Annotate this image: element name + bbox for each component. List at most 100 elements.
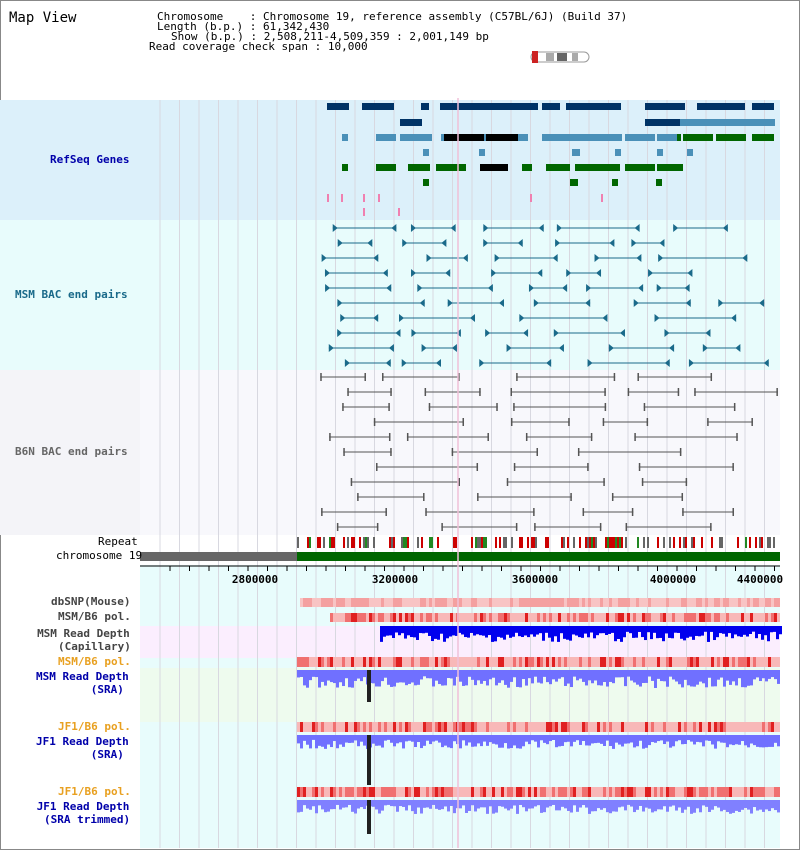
- msm-bac-track[interactable]: [321, 224, 769, 367]
- pol-cell: [381, 722, 384, 732]
- gene-block: [376, 164, 396, 171]
- bac-end-marker: [685, 478, 688, 486]
- depth-bar: [567, 735, 570, 742]
- pol-cell: [732, 657, 735, 667]
- bac-end-marker: [705, 329, 711, 337]
- depth-bar: [672, 670, 675, 680]
- bac-end-marker: [428, 403, 431, 411]
- pol-cell: [648, 598, 651, 607]
- pol-cell: [543, 787, 546, 797]
- depth-bar: [378, 800, 381, 814]
- b6n-bac-track[interactable]: [320, 373, 778, 531]
- depth-bar: [327, 735, 330, 745]
- dbsnp-label[interactable]: dbSNP(Mouse): [51, 595, 131, 608]
- jf1-b6-pol-label-2[interactable]: JF1/B6 pol.: [58, 785, 131, 798]
- depth-bar: [410, 626, 413, 638]
- msm-bac-label[interactable]: MSM BAC end pairs: [15, 288, 128, 301]
- bac-end-marker: [586, 284, 592, 292]
- depth-bar: [483, 735, 486, 742]
- depth-bar: [486, 670, 489, 686]
- depth-bar: [650, 626, 653, 640]
- jf1-b6-pol-label[interactable]: JF1/B6 pol.: [58, 720, 131, 733]
- pol-cell: [609, 722, 612, 732]
- pol-cell: [474, 787, 477, 797]
- pol-cell: [705, 657, 708, 667]
- depth-bar: [354, 735, 357, 741]
- pol-cell: [564, 722, 567, 732]
- pol-cell: [621, 598, 624, 607]
- pol-cell: [414, 722, 417, 732]
- pol-cell: [684, 722, 687, 732]
- depth-bar: [684, 800, 687, 810]
- depth-bar: [473, 626, 476, 636]
- pol-cell: [579, 657, 582, 667]
- depth-bar: [426, 800, 429, 808]
- pol-cell: [630, 598, 633, 607]
- bac-end-marker: [447, 299, 453, 307]
- depth-bar: [402, 735, 405, 749]
- bac-end-marker: [599, 523, 602, 531]
- depth-bar: [546, 670, 549, 683]
- bac-end-marker: [602, 418, 605, 426]
- bac-end-marker: [602, 314, 608, 322]
- pol-cell: [654, 787, 657, 797]
- repeat-track[interactable]: [297, 537, 775, 548]
- repeat-element: [625, 537, 627, 548]
- pol-cell: [378, 722, 381, 732]
- depth-bar: [413, 626, 416, 638]
- chromosome-ideogram[interactable]: [530, 51, 590, 63]
- depth-bar: [390, 735, 393, 743]
- depth-bar: [441, 735, 444, 748]
- jf1-read-depth-trimmed-label[interactable]: JF1 Read Depth (SRA trimmed): [36, 800, 130, 826]
- depth-bar: [504, 670, 507, 685]
- repeat-element: [521, 537, 523, 548]
- pol-cell: [423, 722, 426, 732]
- pol-cell: [327, 722, 330, 732]
- depth-bar: [684, 735, 687, 745]
- depth-bar: [600, 800, 603, 810]
- pol-cell: [498, 598, 501, 607]
- gene-block: [680, 119, 775, 126]
- depth-bar: [498, 800, 501, 807]
- repeat-element: [367, 537, 369, 548]
- msm-read-depth-sra-label[interactable]: MSM Read Depth (SRA): [36, 670, 129, 696]
- msm-read-depth-capillary-label[interactable]: MSM Read Depth (Capillary): [36, 627, 131, 653]
- depth-bar: [531, 735, 534, 741]
- depth-bar: [744, 735, 747, 746]
- pol-cell: [513, 598, 516, 607]
- msm-b6-pol-label-2[interactable]: MSM/B6 pol.: [58, 655, 131, 668]
- b6n-bac-label[interactable]: B6N BAC end pairs: [15, 445, 128, 458]
- pol-cell: [600, 657, 603, 667]
- depth-bar: [759, 670, 762, 682]
- depth-bar: [612, 670, 615, 684]
- depth-bar: [774, 670, 777, 680]
- bac-end-marker: [552, 254, 558, 262]
- refseq-label[interactable]: RefSeq Genes: [50, 153, 130, 166]
- depth-bar: [687, 735, 690, 741]
- jf1-read-depth-sra-label[interactable]: JF1 Read Depth (SRA): [36, 735, 129, 761]
- bac-end-marker: [566, 269, 572, 277]
- refseq-genes-track[interactable]: [327, 103, 775, 216]
- depth-bar: [555, 670, 558, 682]
- depth-bar: [378, 670, 381, 687]
- depth-bar: [738, 735, 741, 745]
- bac-end-marker: [373, 418, 376, 426]
- polymorphism-depth-tracks[interactable]: [297, 598, 782, 834]
- pol-cell: [732, 598, 735, 607]
- msm-b6-pol-label[interactable]: MSM/B6 pol.: [58, 610, 131, 623]
- pol-cell: [474, 598, 477, 607]
- bac-end-marker: [386, 284, 392, 292]
- depth-bar: [570, 735, 573, 747]
- pol-cell: [774, 787, 777, 797]
- pol-cell: [588, 722, 591, 732]
- depth-bar: [546, 735, 549, 745]
- depth-bar: [324, 800, 327, 813]
- repeat-element: [619, 537, 621, 548]
- bac-end-marker: [423, 493, 425, 501]
- depth-bar: [483, 670, 486, 681]
- pol-cell: [510, 657, 513, 667]
- pol-cell: [312, 787, 315, 797]
- depth-bar: [645, 670, 648, 683]
- chromosome-bar[interactable]: [297, 552, 780, 561]
- pol-cell: [693, 598, 696, 607]
